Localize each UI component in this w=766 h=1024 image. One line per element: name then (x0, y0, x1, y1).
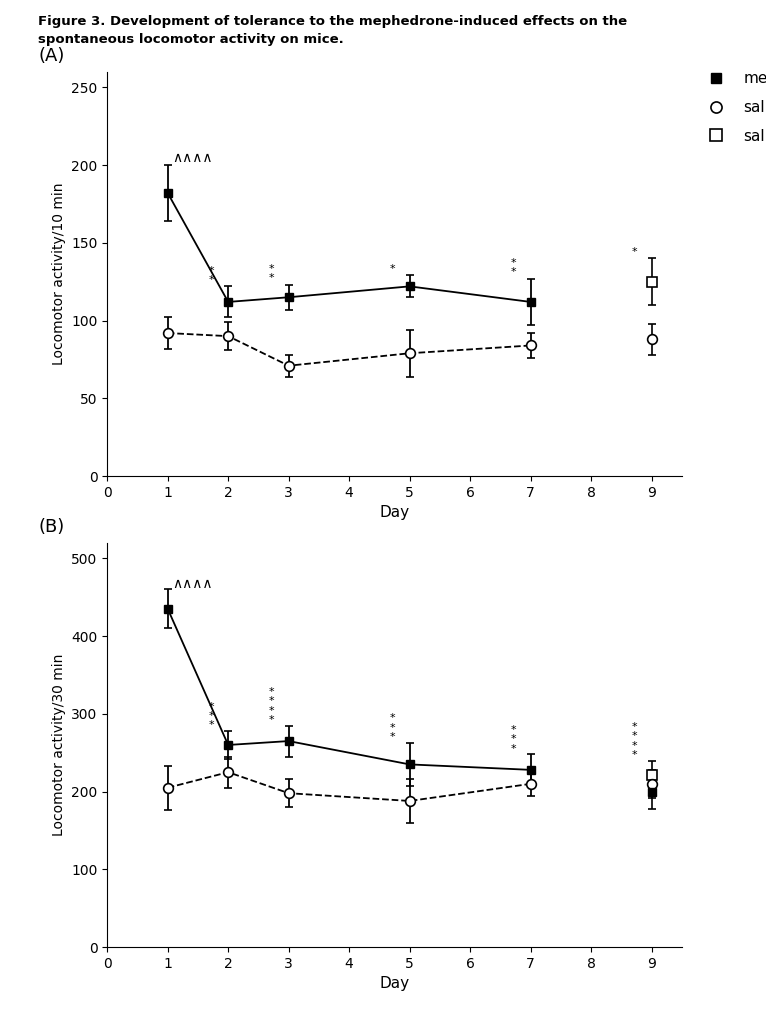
Text: *
*: * * (269, 264, 274, 284)
Text: *
*
*: * * * (208, 701, 214, 730)
Text: (A): (A) (38, 47, 64, 66)
Text: *
*: * * (208, 265, 214, 285)
Text: ∧∧∧∧: ∧∧∧∧ (172, 151, 213, 165)
Text: *
*
*
*: * * * * (269, 687, 274, 725)
Text: *
*
*: * * * (511, 725, 516, 754)
Text: spontaneous locomotor activity on mice.: spontaneous locomotor activity on mice. (38, 33, 344, 46)
Y-axis label: Locomotor activity/10 min: Locomotor activity/10 min (51, 182, 66, 366)
Text: *
*
*
*: * * * * (632, 722, 637, 760)
Text: *: * (390, 264, 395, 273)
Text: ∧∧∧∧: ∧∧∧∧ (172, 577, 213, 591)
X-axis label: Day: Day (379, 506, 410, 520)
X-axis label: Day: Day (379, 977, 410, 991)
Text: *
*
*: * * * (390, 714, 395, 741)
Text: (B): (B) (38, 518, 64, 537)
Y-axis label: Locomotor activity/30 min: Locomotor activity/30 min (51, 653, 66, 837)
Text: *: * (632, 247, 637, 257)
Legend: mephedrone, saline, saline: mephedrone, saline, saline (701, 72, 766, 143)
Text: Figure 3. Development of tolerance to the mephedrone-induced effects on the: Figure 3. Development of tolerance to th… (38, 15, 627, 29)
Text: *
*: * * (511, 258, 516, 278)
